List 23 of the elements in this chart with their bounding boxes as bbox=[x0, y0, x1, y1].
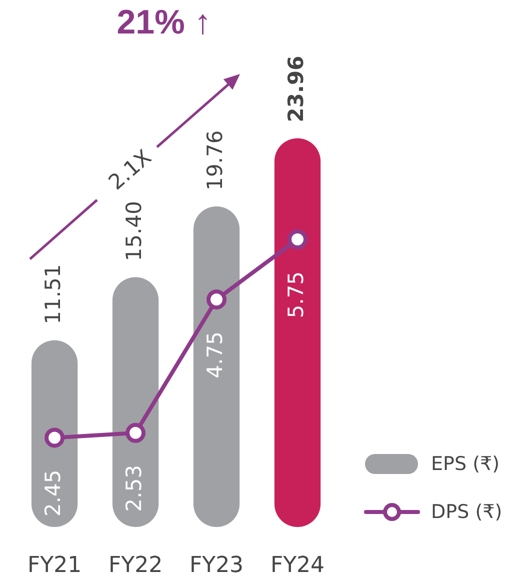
legend-label: DPS (₹) bbox=[431, 500, 502, 523]
data-label: 11.51 bbox=[40, 264, 65, 324]
data-label: 2.45 bbox=[40, 470, 65, 516]
x-tick-label: FY21 bbox=[27, 552, 82, 578]
data-label: 19.76 bbox=[202, 130, 227, 190]
point bbox=[126, 422, 146, 443]
bar bbox=[193, 206, 240, 527]
data-label: 4.75 bbox=[202, 331, 227, 378]
data-label: 5.75 bbox=[284, 271, 308, 318]
point bbox=[44, 428, 65, 448]
data-label: 15.40 bbox=[122, 200, 146, 262]
data-label: 2.53 bbox=[122, 464, 146, 512]
bar bbox=[31, 340, 78, 527]
x-tick-label: FY22 bbox=[108, 552, 163, 578]
x-tick-label: FY23 bbox=[189, 552, 244, 578]
legend-label: EPS (₹) bbox=[431, 452, 500, 475]
point bbox=[206, 289, 227, 310]
text: 21% ↑ bbox=[116, 3, 212, 42]
bar bbox=[274, 138, 321, 527]
point bbox=[288, 229, 308, 250]
data-label: 23.96 bbox=[284, 56, 308, 122]
x-tick-label: FY24 bbox=[270, 552, 325, 578]
bar bbox=[112, 277, 159, 527]
